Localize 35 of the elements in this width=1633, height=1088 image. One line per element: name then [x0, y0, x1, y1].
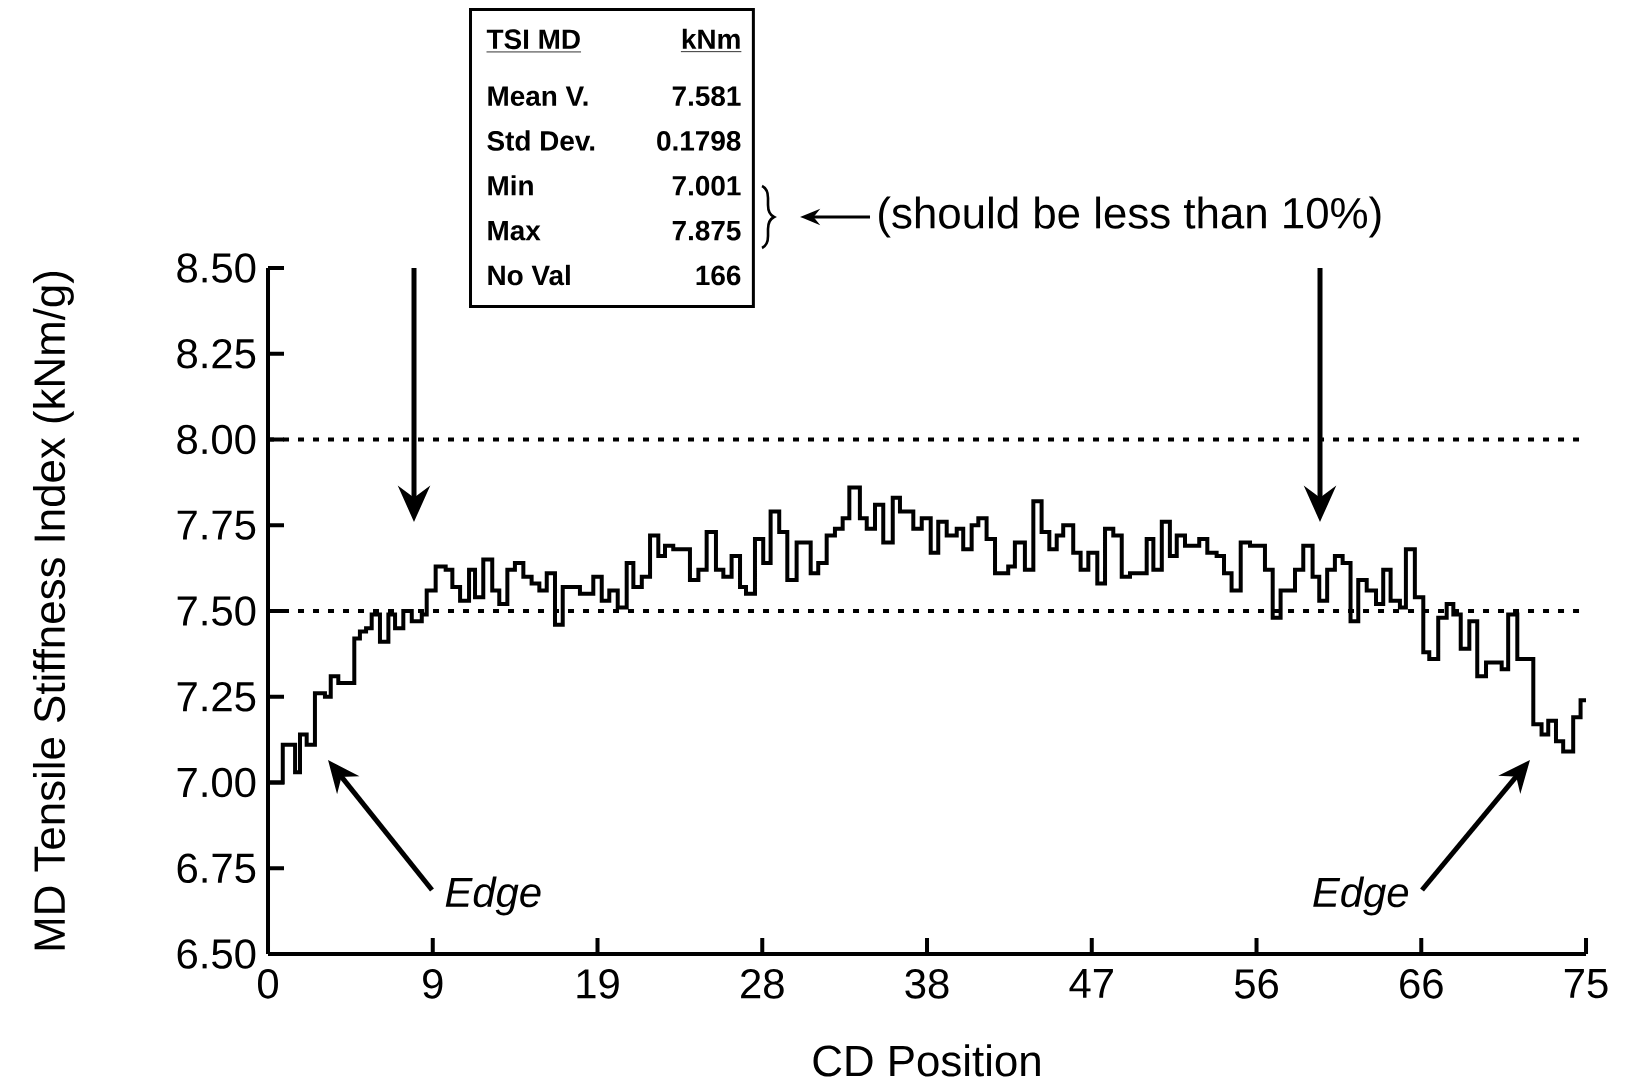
x-tick-label: 56	[1234, 969, 1278, 999]
text: 7.581	[672, 86, 741, 106]
annotation: Edge	[1313, 876, 1409, 916]
text: 0.1798	[657, 131, 741, 151]
y-tick-label: 7.50	[177, 596, 256, 626]
text: kNm	[682, 28, 740, 49]
x-tick-label: 28	[741, 969, 784, 999]
y-tick-label: 8.25	[177, 338, 256, 369]
y-tick-label: 7.00	[177, 767, 256, 798]
y-tick-label: 7.25	[177, 681, 256, 712]
annotation: No Val	[488, 264, 570, 286]
y-tick-label: 8.00	[177, 424, 256, 455]
text: TSI MD	[486, 29, 580, 50]
y-tick-label: 6.75	[177, 853, 256, 884]
text: 7.875	[672, 220, 741, 241]
text: Mean V.	[488, 86, 588, 106]
text: Min	[488, 175, 533, 196]
x-tick-label: 19	[577, 969, 619, 999]
x-tick-label: 38	[905, 969, 949, 999]
x-tick-label: 0	[258, 969, 278, 999]
x-tick-label: 75	[1564, 969, 1608, 999]
x-axis-title: CD Position	[813, 1044, 1040, 1077]
x-tick-label: 66	[1400, 969, 1443, 999]
text: Std Dev.	[487, 130, 595, 151]
y-tick-label: 7.75	[177, 510, 256, 540]
text: (should be less than 10%)	[879, 196, 1381, 238]
annotation: Edge	[445, 876, 541, 916]
y-axis-title: MD Tensile Stiffness Index (kNm/g)	[32, 271, 74, 950]
y-tick-label: 8.50	[177, 253, 256, 283]
annotation: 166	[696, 265, 741, 286]
x-tick-label: 47	[1069, 969, 1113, 998]
x-tick-label: 9	[423, 969, 443, 999]
text: 7.001	[672, 175, 741, 196]
y-tick-label: 6.50	[177, 939, 256, 969]
text: Max	[488, 221, 541, 241]
